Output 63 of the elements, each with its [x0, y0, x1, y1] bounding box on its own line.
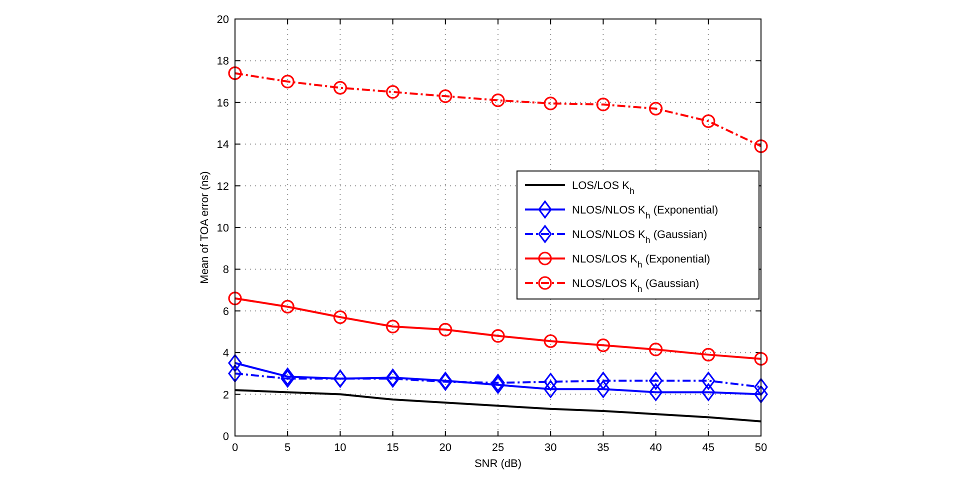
y-tick-label: 0	[222, 431, 229, 443]
y-tick-label: 14	[216, 139, 229, 152]
point	[333, 81, 347, 95]
point	[596, 372, 610, 390]
legend-label: NLOS/LOS K$_{h}$ (Gaussian)	[572, 278, 700, 294]
point	[228, 364, 242, 382]
legend-label: NLOS/NLOS K$_{h}$ (Gaussian)	[572, 229, 708, 245]
point	[333, 310, 347, 324]
legend-label: NLOS/NLOS K$_{h}$ (Exponential)	[572, 204, 718, 220]
y-tick-label: 18	[216, 56, 229, 68]
point	[702, 114, 716, 128]
y-axis-title: Mean of TOA error (ns)	[199, 171, 211, 284]
y-tick-label: 4	[222, 348, 229, 360]
point	[754, 378, 768, 396]
point	[649, 372, 663, 390]
y-tick-label: 12	[216, 180, 229, 193]
point	[596, 380, 610, 398]
y-tick-label: 10	[216, 222, 229, 234]
point	[491, 329, 505, 343]
x-tick-label: 40	[650, 442, 662, 454]
point	[754, 139, 768, 153]
point	[491, 94, 505, 108]
point	[649, 102, 663, 116]
point	[544, 96, 558, 110]
point	[702, 383, 716, 402]
x-axis-title: SNR (dB)	[474, 458, 522, 470]
point	[438, 89, 452, 103]
point	[544, 334, 558, 348]
point	[280, 300, 294, 314]
x-tick-label: 20	[439, 442, 452, 454]
y-tick-label: 16	[216, 97, 229, 110]
point	[754, 352, 768, 366]
point	[228, 354, 242, 372]
x-tick-label: 10	[334, 442, 346, 454]
point	[386, 320, 400, 334]
y-tick-label: 6	[222, 306, 229, 318]
point	[754, 386, 768, 404]
point	[544, 380, 558, 398]
x-tick-label: 35	[597, 442, 610, 454]
y-tick-label: 20	[216, 14, 229, 26]
point	[438, 322, 452, 336]
point	[596, 338, 610, 352]
y-tick-label: 8	[222, 264, 229, 276]
legend-label: LOS/LOS K$_{h}$	[572, 180, 634, 196]
point	[228, 66, 242, 80]
point	[544, 372, 558, 391]
x-tick-label: 25	[492, 442, 504, 454]
y-tick-label: 2	[222, 389, 229, 402]
x-tick-label: 5	[284, 442, 291, 454]
legend-label: NLOS/LOS K$_{h}$ (Exponential)	[572, 254, 710, 270]
point	[228, 292, 242, 306]
point	[596, 98, 610, 112]
x-tick-label: 45	[702, 442, 715, 454]
point	[280, 74, 294, 88]
x-tick-label: 30	[544, 442, 557, 454]
x-tick-label: 15	[386, 442, 399, 454]
point	[702, 372, 716, 390]
point	[649, 342, 663, 356]
x-tick-label: 0	[232, 442, 238, 454]
point	[386, 85, 400, 99]
point	[702, 348, 716, 362]
point	[649, 383, 663, 402]
x-tick-label: 50	[754, 442, 768, 454]
